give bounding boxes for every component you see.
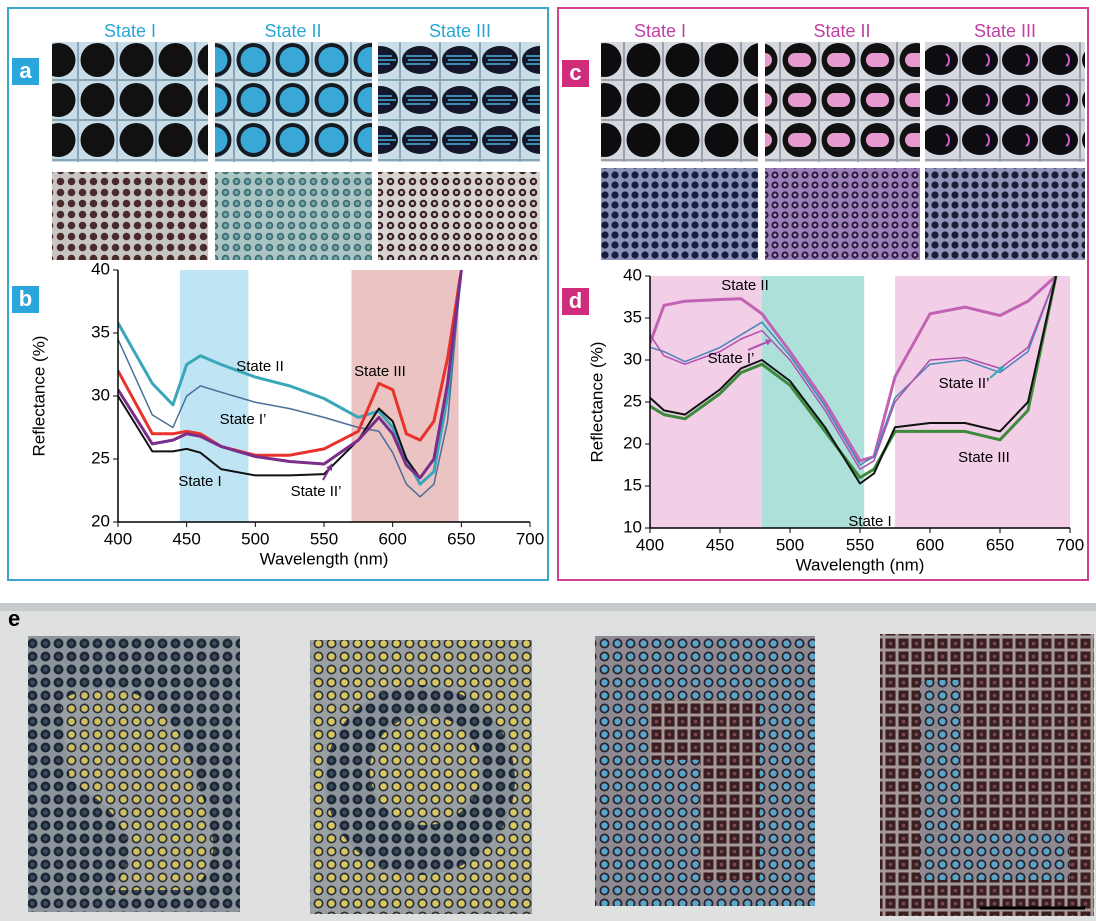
series-label: State II’ [939,375,990,392]
photo [215,42,372,162]
y-axis-label: Reflectance (%) [29,336,48,457]
state-label: State II [813,21,870,41]
x-tick-label: 450 [706,535,734,554]
x-tick-label: 500 [241,529,269,548]
band [762,276,864,528]
panel-letter: c [569,60,581,85]
photo [0,603,1096,611]
panel-letter: a [19,58,32,83]
photo [370,715,480,825]
x-axis-label: Wavelength (nm) [260,549,389,568]
series-label: State II’ [291,483,342,500]
panel-letter: d [569,288,582,313]
photo [378,42,540,162]
y-tick-label: 30 [91,385,110,404]
x-tick-label: 700 [516,529,544,548]
y-tick-label: 10 [623,517,642,536]
x-tick-label: 400 [636,535,664,554]
x-tick-label: 600 [378,529,406,548]
x-tick-label: 550 [846,535,874,554]
figure: State I State II State III a b State I S… [0,0,1096,921]
photo [601,168,758,260]
y-tick-label: 20 [623,433,642,452]
photo [215,172,372,260]
series-label: State I’ [708,350,755,367]
state-label: State I [634,21,686,41]
series-label: State I [178,473,221,490]
x-tick-label: 450 [172,529,200,548]
band [351,270,458,522]
x-tick-label: 600 [916,535,944,554]
x-axis-label: Wavelength (nm) [796,555,925,574]
x-tick-label: 500 [776,535,804,554]
band [895,276,1070,528]
x-tick-label: 650 [986,535,1014,554]
series-label: State I’ [220,411,267,428]
y-tick-label: 40 [623,265,642,284]
photo [765,42,920,162]
y-tick-label: 35 [623,307,642,326]
y-tick-label: 25 [91,448,110,467]
x-tick-label: 550 [310,529,338,548]
photo [52,42,208,162]
series-label: State II [236,358,284,375]
x-tick-label: 650 [447,529,475,548]
y-tick-label: 20 [91,511,110,530]
x-tick-label: 700 [1056,535,1084,554]
series-label: State III [958,449,1010,466]
panel-letter: b [19,286,32,311]
y-tick-label: 15 [623,475,642,494]
y-axis-label: Reflectance (%) [587,342,606,463]
y-tick-label: 30 [623,349,642,368]
series-label: State II [721,277,769,294]
photo [925,42,1085,162]
state-label: State III [974,21,1036,41]
y-tick-label: 25 [623,391,642,410]
state-label: State III [429,21,491,41]
photo [52,172,208,260]
series-label: State I [848,513,891,530]
x-tick-label: 400 [104,529,132,548]
y-tick-label: 35 [91,322,110,341]
series-label: State III [354,363,406,380]
photo [378,172,540,260]
state-label: State II [264,21,321,41]
photo [925,168,1085,260]
photo [601,42,758,162]
y-tick-label: 40 [91,259,110,278]
photo [765,168,920,260]
state-label: State I [104,21,156,41]
panel-letter: e [8,606,20,631]
